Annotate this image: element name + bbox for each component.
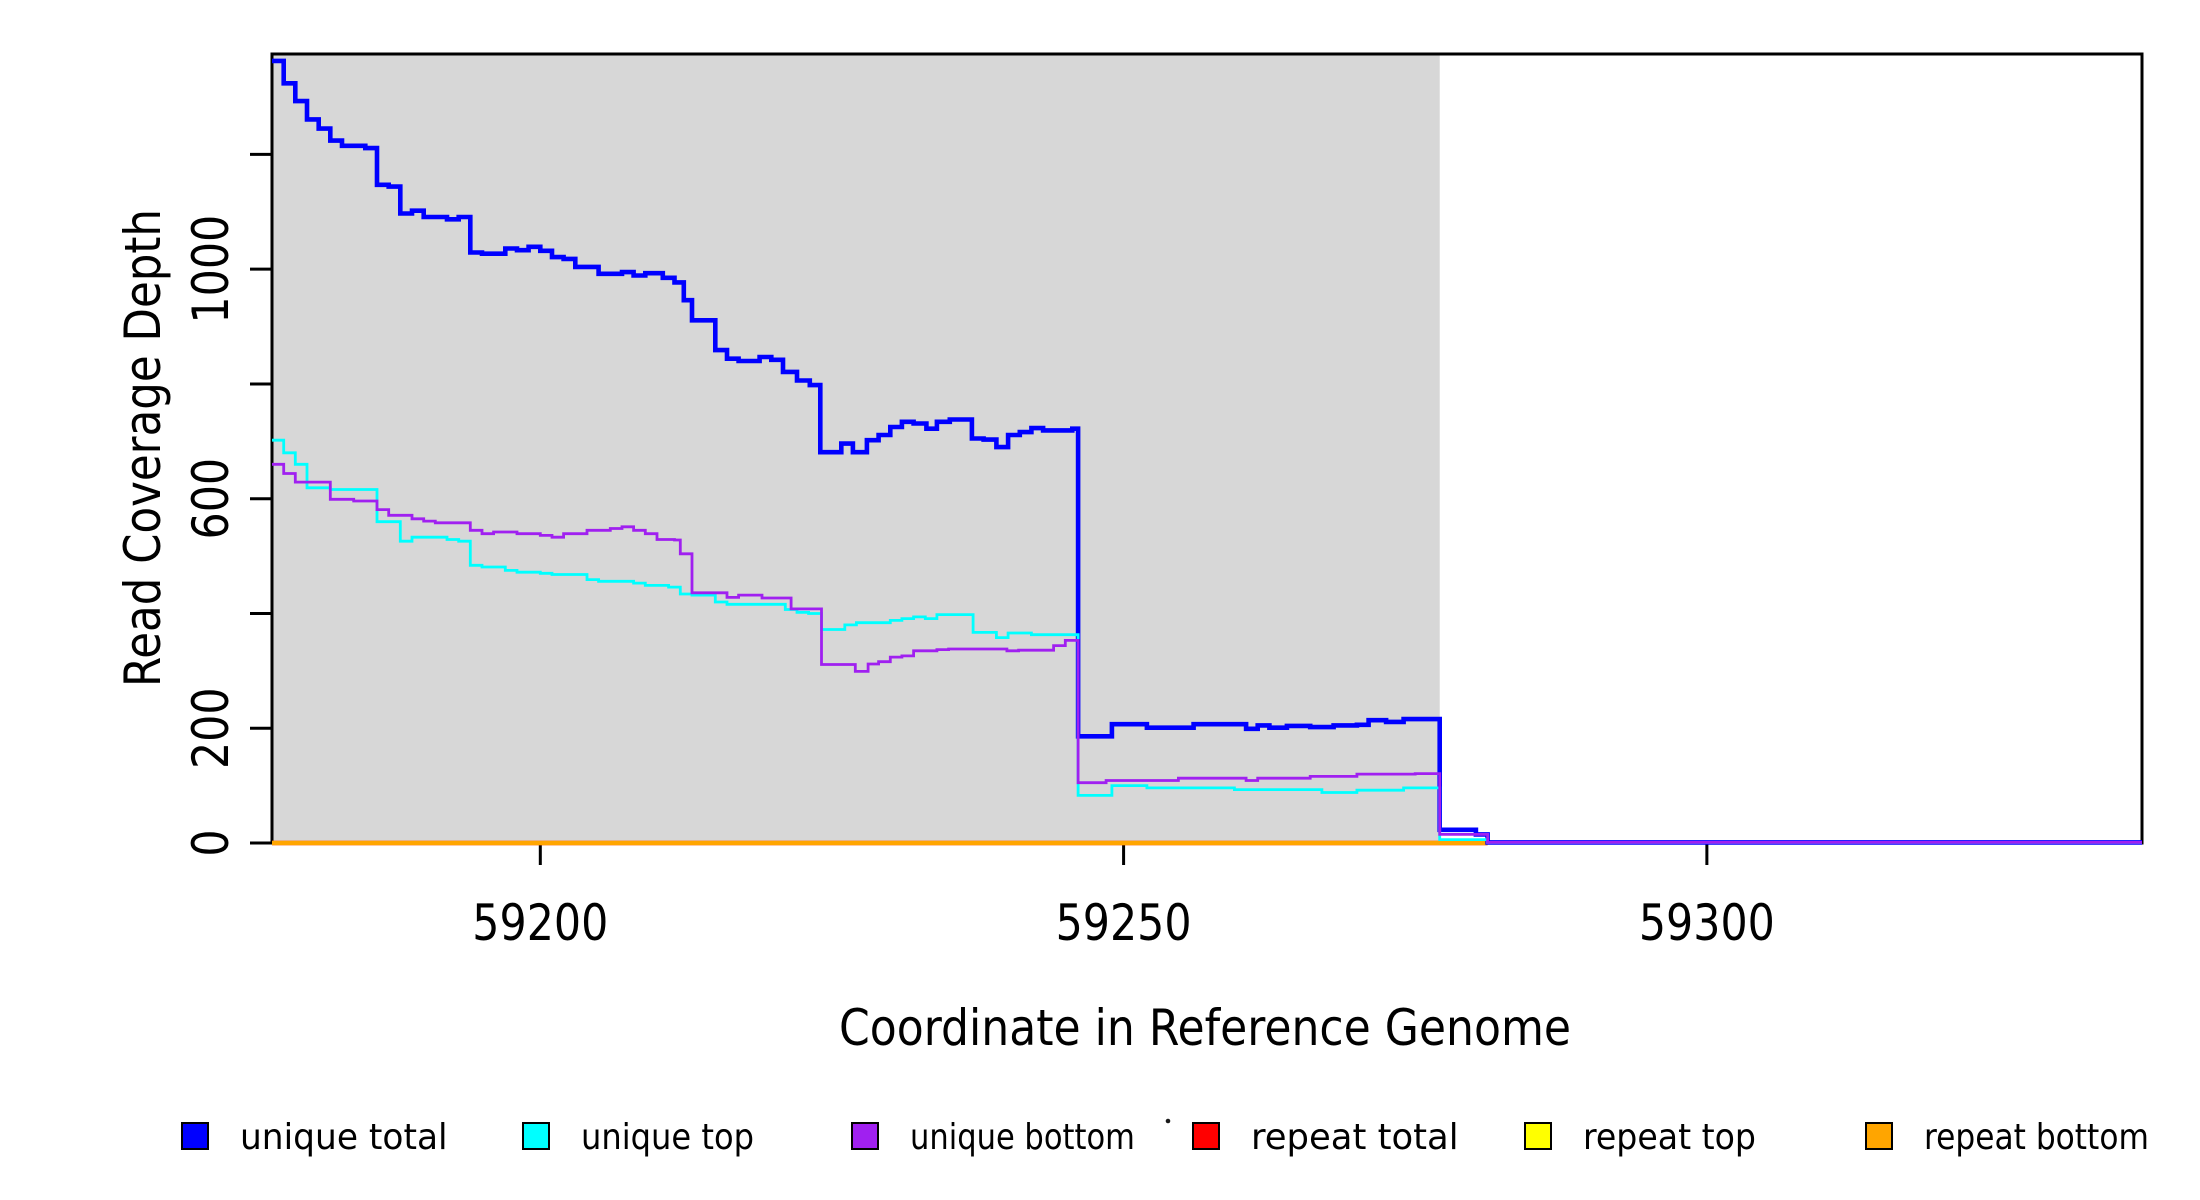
series-unique-total — [272, 58, 2142, 845]
x-axis-tick-label: 59200 — [472, 894, 608, 952]
highlight-region — [272, 54, 1440, 843]
legend-swatch-unique-total — [181, 1122, 209, 1150]
series-unique-bottom — [272, 462, 2142, 844]
y-axis-tick-label: 200 — [182, 687, 240, 769]
legend-swatch-repeat-total — [1192, 1122, 1220, 1150]
x-axis-tick-label: 59250 — [1056, 894, 1192, 952]
legend-label-repeat-total: repeat total — [1251, 1117, 1459, 1158]
legend-swatch-unique-top — [522, 1122, 550, 1150]
legend-swatch-repeat-top — [1524, 1122, 1552, 1150]
x-axis-tick-label: 59300 — [1639, 894, 1775, 952]
legend-label-unique-total: unique total — [240, 1117, 448, 1158]
y-axis-tick-label: 1000 — [182, 215, 240, 324]
legend-label-repeat-bottom: repeat bottom — [1924, 1117, 2149, 1158]
y-axis-tick-label: 600 — [182, 458, 240, 540]
y-axis-tick-label: 0 — [182, 829, 240, 856]
legend-label-unique-bottom: unique bottom — [910, 1117, 1135, 1158]
x-axis-title: Coordinate in Reference Genome — [839, 999, 1571, 1057]
legend-swatch-unique-bottom — [851, 1122, 879, 1150]
y-axis-title: Read Coverage Depth — [114, 209, 172, 687]
stray-mark — [1165, 1118, 1171, 1124]
legend-label-repeat-top: repeat top — [1583, 1117, 1756, 1158]
legend-label-unique-top: unique top — [581, 1117, 754, 1158]
series-unique-top — [272, 438, 2142, 844]
legend-swatch-repeat-bottom — [1865, 1122, 1893, 1150]
